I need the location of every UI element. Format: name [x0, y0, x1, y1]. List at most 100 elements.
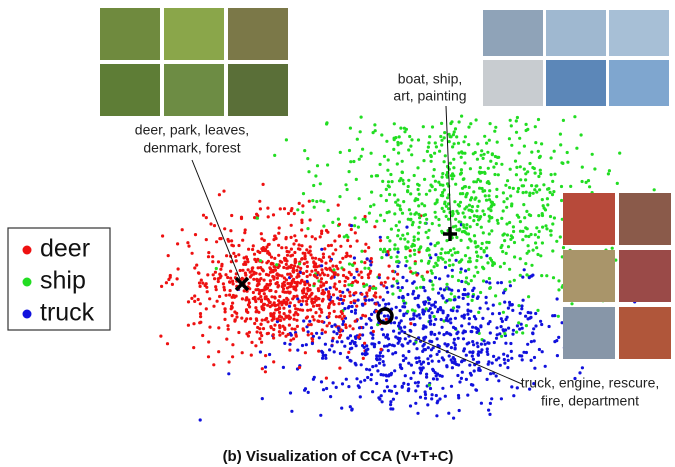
point — [445, 364, 449, 368]
point — [426, 145, 430, 149]
point — [323, 247, 327, 251]
point — [440, 247, 444, 251]
point — [442, 160, 446, 164]
point — [518, 257, 522, 261]
point — [332, 285, 336, 289]
point — [292, 317, 296, 321]
point — [302, 287, 306, 291]
point — [565, 150, 569, 155]
point — [370, 312, 374, 316]
point — [284, 262, 288, 266]
point — [472, 219, 476, 223]
point — [379, 239, 383, 243]
point — [425, 217, 429, 221]
point — [409, 322, 413, 326]
point — [333, 323, 337, 327]
point — [435, 377, 439, 381]
point — [521, 229, 525, 233]
point — [415, 347, 419, 351]
point — [446, 251, 450, 255]
point — [160, 284, 164, 288]
point — [428, 279, 432, 283]
point — [274, 282, 278, 286]
point — [243, 231, 247, 235]
point — [485, 141, 489, 145]
point — [208, 325, 212, 329]
point — [395, 279, 399, 283]
point — [331, 264, 335, 268]
point — [555, 354, 560, 358]
point — [338, 351, 342, 356]
point — [396, 247, 400, 251]
point — [473, 197, 477, 201]
point — [536, 235, 541, 239]
point — [389, 389, 394, 393]
point — [439, 287, 443, 291]
point — [301, 327, 305, 331]
point — [249, 317, 253, 321]
point — [484, 301, 488, 305]
point — [377, 303, 381, 307]
point — [352, 276, 356, 280]
point — [377, 276, 381, 280]
point — [228, 280, 232, 284]
point — [515, 330, 519, 334]
point — [348, 126, 352, 130]
point — [269, 314, 273, 318]
point — [333, 239, 337, 243]
point — [356, 335, 360, 339]
point — [206, 273, 210, 277]
point — [521, 238, 525, 242]
point — [506, 245, 511, 249]
point — [536, 149, 540, 153]
point — [464, 280, 468, 284]
point — [396, 234, 400, 238]
point — [409, 144, 413, 148]
point — [485, 246, 489, 250]
point — [368, 286, 372, 290]
point — [494, 374, 498, 378]
point — [268, 279, 272, 283]
point — [327, 304, 331, 308]
point — [295, 268, 299, 272]
point — [424, 335, 428, 339]
point — [392, 344, 396, 348]
point — [498, 332, 502, 336]
point — [247, 247, 251, 251]
point — [381, 298, 385, 302]
point — [491, 303, 495, 307]
point — [329, 268, 333, 272]
point — [198, 321, 202, 325]
point — [537, 229, 541, 234]
point — [322, 283, 326, 287]
point — [353, 216, 357, 220]
point — [339, 297, 343, 301]
point — [456, 250, 460, 254]
point — [433, 179, 437, 183]
point — [280, 246, 284, 250]
point — [212, 363, 216, 367]
point — [320, 320, 324, 324]
point — [318, 235, 322, 239]
point — [498, 363, 502, 367]
point — [305, 269, 309, 273]
point — [385, 333, 390, 337]
point — [341, 290, 345, 294]
point — [481, 316, 485, 320]
point — [437, 359, 441, 363]
point — [433, 210, 437, 214]
point — [312, 273, 316, 277]
point — [347, 270, 351, 274]
point — [251, 290, 255, 295]
point — [484, 295, 488, 299]
point — [269, 262, 273, 266]
point — [338, 314, 342, 318]
point — [392, 321, 397, 325]
point — [558, 235, 562, 239]
point — [278, 207, 282, 211]
point — [357, 197, 361, 201]
point — [483, 134, 487, 138]
point — [290, 253, 295, 257]
point — [486, 261, 490, 265]
point — [480, 348, 484, 352]
